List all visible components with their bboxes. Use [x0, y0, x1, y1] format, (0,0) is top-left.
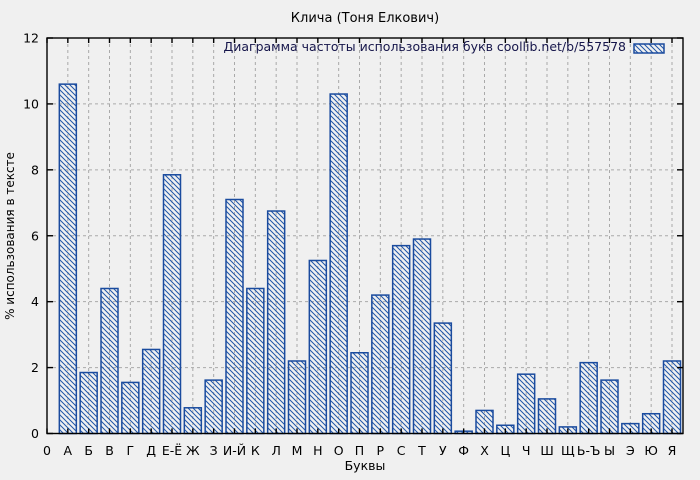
y-tick-label: 2 — [31, 360, 39, 375]
bar-Ь-Ъ — [579, 361, 598, 435]
x-tick-label: П — [355, 443, 364, 458]
y-tick-label: 10 — [23, 96, 39, 111]
x-tick-label: Х — [480, 443, 489, 458]
x-tick-label: Р — [377, 443, 385, 458]
x-tick-label: Ь-Ъ — [577, 443, 601, 458]
bar-Я — [662, 360, 682, 435]
x-tick-label: У — [439, 443, 447, 458]
x-tick-label: Т — [417, 443, 426, 458]
x-tick-label: Л — [271, 443, 280, 458]
bar-Ч — [516, 373, 536, 435]
bar-Р — [371, 294, 390, 435]
bar-С — [391, 244, 411, 435]
y-axis-label: % использования в тексте — [3, 152, 17, 320]
x-tick-label: Ф — [458, 443, 469, 458]
bar-В — [100, 287, 119, 435]
bar-И-Й — [225, 198, 244, 435]
axis-ticks — [46, 37, 683, 435]
x-tick-label: Д — [146, 443, 156, 458]
x-tick-label: К — [251, 443, 260, 458]
x-tick-label: Е-Ё — [162, 443, 182, 458]
x-tick-labels: 0 А Б В Г Д Е-Ё Ж З И-Й К Л М Н О П Р С Т У Ф Х Ц Ч Ш Щ Ь-Ъ Ы Э Ю Я — [43, 443, 676, 458]
x-tick-label: В — [105, 443, 114, 458]
x-tick-label: С — [397, 443, 406, 458]
bar-Ы — [600, 379, 619, 435]
bar-Н — [308, 259, 328, 435]
y-tick-label: 6 — [31, 228, 39, 243]
x-axis-label: Буквы — [345, 458, 386, 473]
bar-З — [204, 379, 223, 435]
x-tick-label: Ш — [540, 443, 553, 458]
y-tick-label: 0 — [31, 426, 39, 441]
bar-К — [246, 287, 265, 435]
bar-Т — [412, 238, 432, 435]
bar-Д — [141, 348, 161, 435]
bar-Л — [266, 210, 286, 435]
x-tick-label: О — [334, 443, 344, 458]
x-tick-label: Щ — [561, 443, 575, 458]
x-tick-label: А — [64, 443, 73, 458]
bar-М — [287, 360, 307, 435]
x-tick-label: Я — [668, 443, 677, 458]
y-tick-labels: 0 2 4 6 8 10 12 — [23, 31, 39, 442]
x-tick-label: Ю — [644, 443, 658, 458]
x-tick-label: Н — [313, 443, 322, 458]
y-tick-label: 12 — [23, 31, 39, 46]
x-tick-label: Г — [127, 443, 135, 458]
bar-Б — [79, 371, 98, 435]
bar-П — [350, 352, 369, 435]
x-tick-label: Ж — [186, 443, 200, 458]
x-tick-label: 0 — [43, 443, 51, 458]
bar-О — [329, 93, 348, 435]
y-tick-label: 8 — [31, 162, 39, 177]
y-tick-label: 4 — [31, 294, 39, 309]
chart-title: Клича (Тоня Елкович) — [291, 11, 439, 26]
legend: Диаграмма частоты использования букв coo… — [223, 39, 665, 54]
x-tick-label: М — [292, 443, 303, 458]
bar-Е-Ё — [162, 174, 182, 435]
legend-swatch-icon — [633, 43, 665, 54]
x-tick-label: Ы — [604, 443, 615, 458]
bar-Ш — [537, 398, 557, 435]
x-tick-label: З — [210, 443, 218, 458]
bar-Г — [121, 381, 140, 435]
bar-А — [58, 83, 78, 435]
x-tick-label: Ц — [500, 443, 510, 458]
bar-У — [433, 322, 453, 435]
legend-label: Диаграмма частоты использования букв coo… — [223, 39, 626, 54]
x-tick-label: Ч — [522, 443, 531, 458]
x-tick-label: Б — [84, 443, 93, 458]
x-tick-label: Э — [626, 443, 635, 458]
x-tick-label: И-Й — [223, 443, 246, 458]
